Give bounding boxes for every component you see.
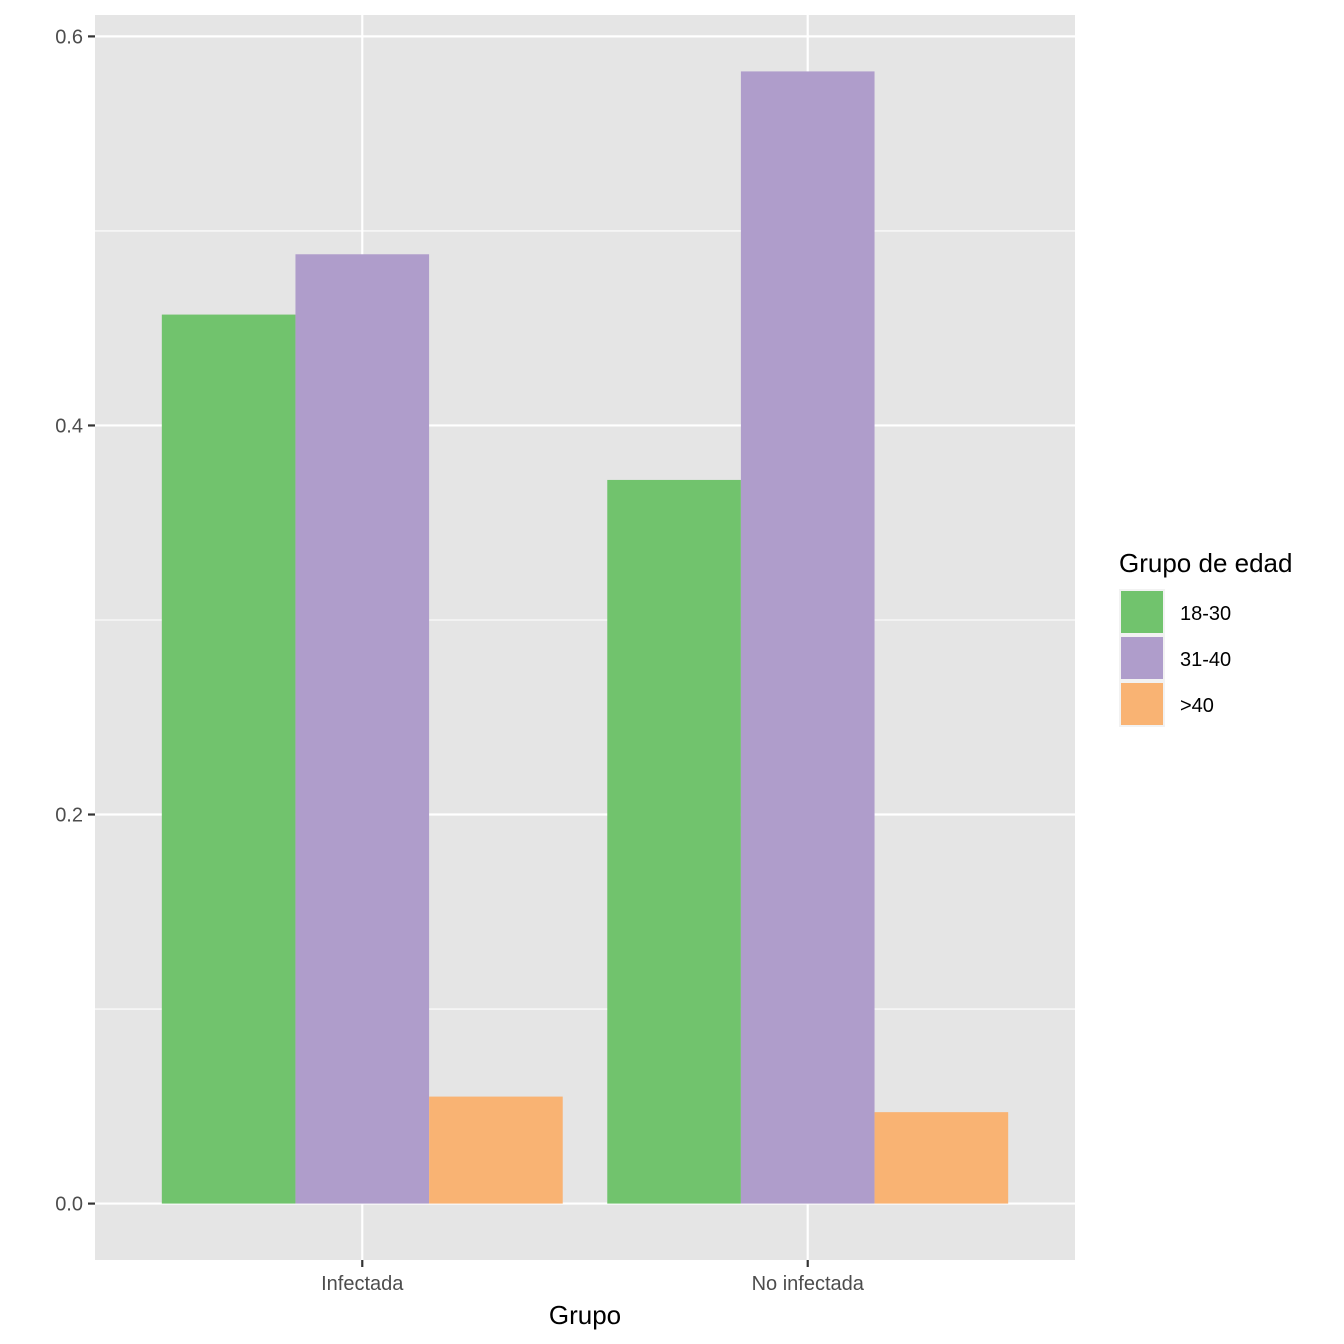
- bars: [161, 71, 1009, 1204]
- x-axis-title: Grupo: [549, 1300, 621, 1330]
- legend: Grupo de edad 18-30 31-40 >40: [1119, 548, 1292, 727]
- legend-items: 18-30 31-40 >40: [1119, 589, 1231, 727]
- y-tick-label: 0.0: [55, 1194, 83, 1216]
- bar: [161, 314, 296, 1204]
- bar: [429, 1096, 563, 1204]
- legend-swatch: [1121, 591, 1163, 633]
- x-tick-label: Infectada: [321, 1273, 404, 1295]
- y-tick-label: 0.6: [55, 26, 83, 48]
- x-axis: Infectada No infectada: [321, 1260, 865, 1295]
- legend-label: 18-30: [1180, 603, 1231, 625]
- y-axis: 0.0 0.2 0.4 0.6: [55, 26, 95, 1216]
- legend-title: Grupo de edad: [1119, 548, 1292, 578]
- legend-swatch: [1121, 683, 1163, 725]
- x-tick-label: No infectada: [752, 1273, 865, 1295]
- legend-swatch: [1121, 637, 1163, 679]
- y-tick-label: 0.4: [55, 415, 83, 437]
- y-tick-label: 0.2: [55, 805, 83, 827]
- bar: [740, 71, 875, 1204]
- bar: [607, 479, 741, 1204]
- bar: [295, 254, 430, 1204]
- legend-label: 31-40: [1180, 649, 1231, 671]
- legend-label: >40: [1180, 695, 1214, 717]
- bar: [874, 1112, 1009, 1204]
